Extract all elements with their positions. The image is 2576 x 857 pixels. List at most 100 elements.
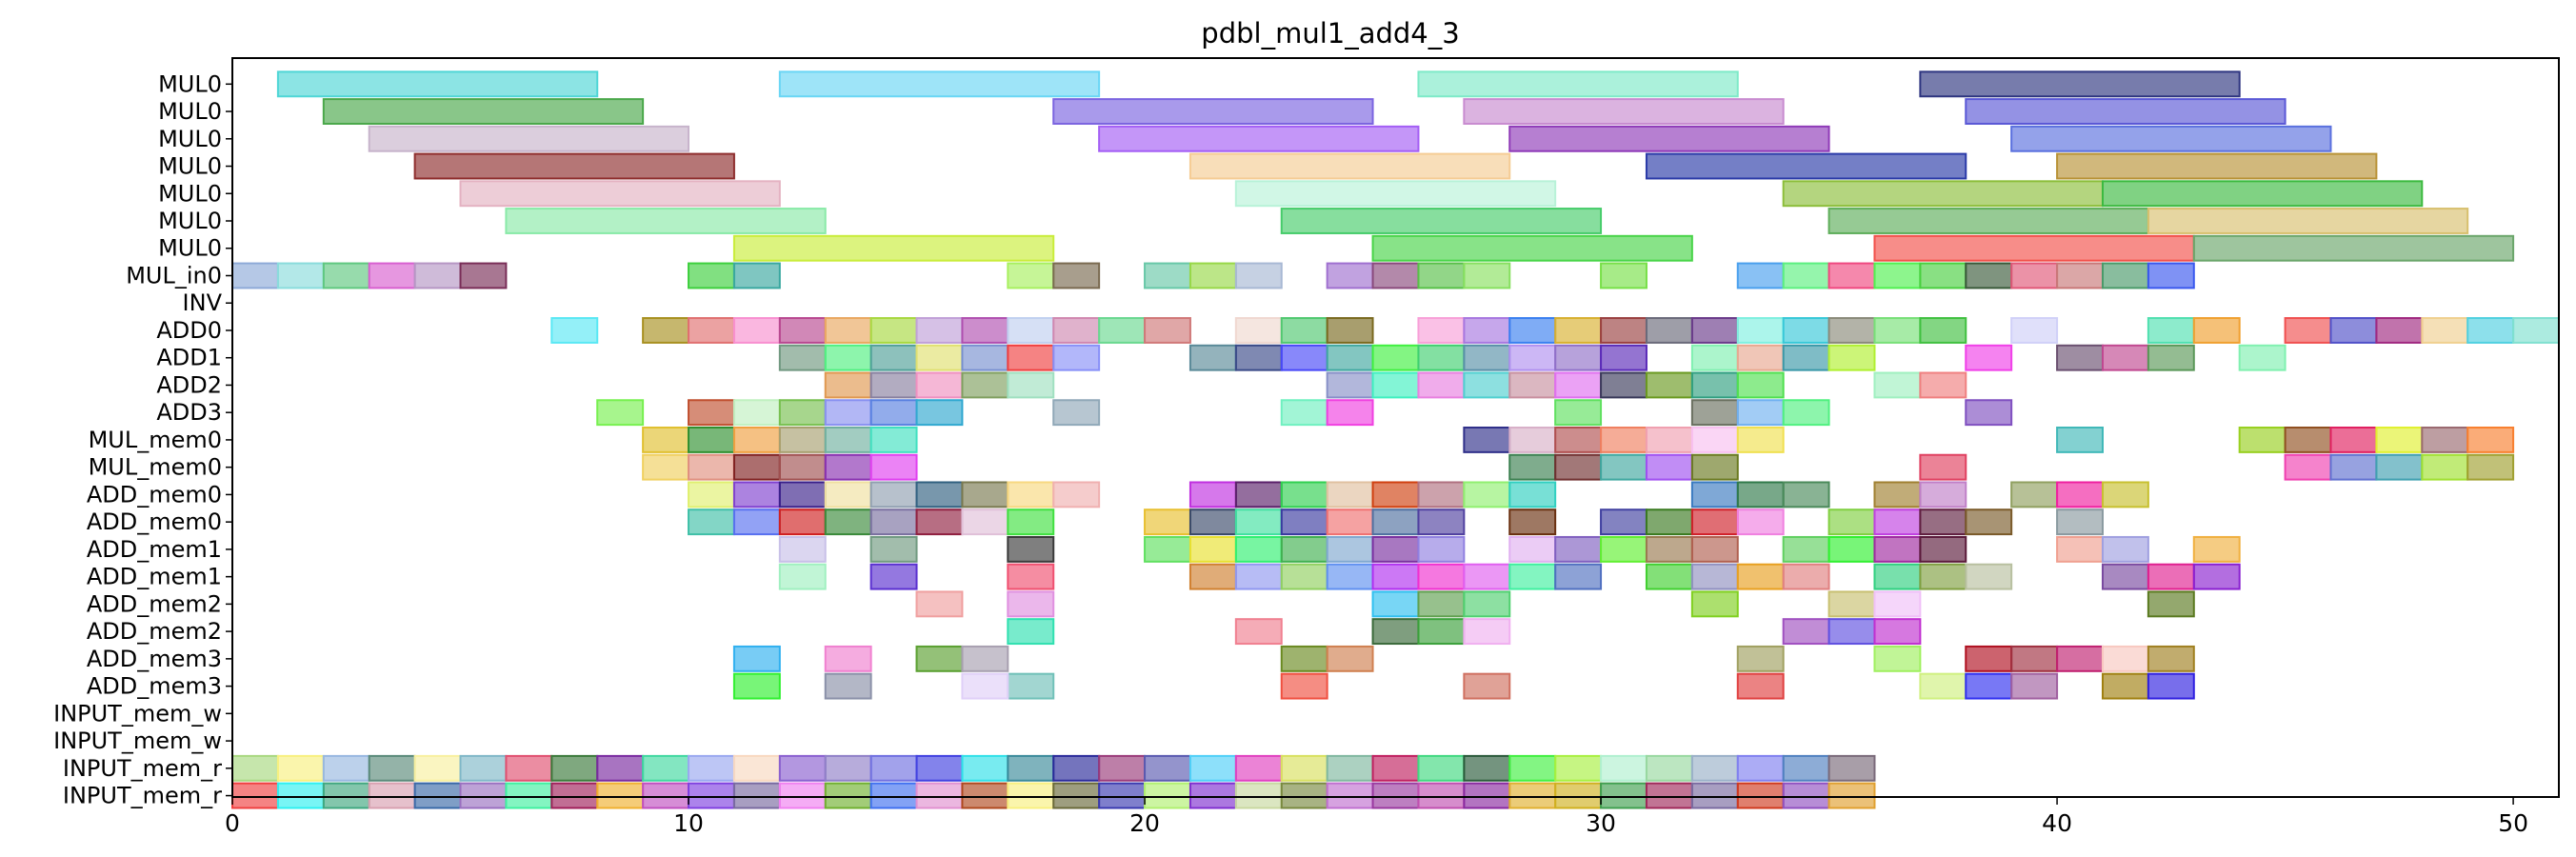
task-bar <box>1827 508 1876 536</box>
task-bar <box>2512 317 2561 344</box>
task-bar <box>1873 645 1922 672</box>
task-bar <box>778 70 1101 98</box>
task-bar <box>2284 317 2332 344</box>
task-bar <box>1827 344 1876 371</box>
task-bar <box>1736 508 1785 536</box>
task-bar <box>1371 234 1693 262</box>
x-tick-label: 0 <box>225 809 240 837</box>
task-bar <box>1919 508 1967 536</box>
task-bar <box>2056 152 2378 180</box>
task-bar <box>1919 317 1967 344</box>
task-bar <box>322 262 370 289</box>
task-bar <box>2056 427 2104 453</box>
task-bar <box>642 453 690 481</box>
task-bar <box>1371 782 1420 809</box>
task-bar <box>869 508 918 536</box>
task-bar <box>231 754 279 782</box>
task-bar <box>550 782 599 809</box>
task-bar <box>2056 344 2104 371</box>
task-bar <box>1007 371 1055 399</box>
task-bar <box>2466 427 2515 453</box>
task-bar <box>368 782 416 809</box>
task-bar <box>1417 590 1466 618</box>
task-bar <box>1600 453 1647 481</box>
task-bar <box>1827 618 1876 646</box>
task-bar <box>1919 70 2241 98</box>
task-bar <box>1326 563 1374 590</box>
task-bar <box>2329 453 2378 481</box>
task-bar <box>1463 371 1511 399</box>
task-bar <box>1827 590 1876 618</box>
task-bar <box>1965 508 2013 536</box>
task-bar <box>1508 535 1557 563</box>
task-bar <box>1508 754 1557 782</box>
task-bar <box>276 262 325 289</box>
task-bar <box>915 645 964 672</box>
task-bar <box>2238 344 2286 371</box>
task-bar <box>2056 481 2104 508</box>
task-bars <box>231 70 2561 809</box>
y-tick-label: MUL0 <box>158 70 222 97</box>
task-bar <box>732 672 781 700</box>
task-bar <box>1554 535 1603 563</box>
task-bar <box>1234 344 1283 371</box>
task-bar <box>2101 180 2424 208</box>
task-bar <box>1188 481 1237 508</box>
task-bar <box>2421 317 2469 344</box>
task-bar <box>1873 371 1922 399</box>
task-bar <box>1326 262 1374 289</box>
y-tick-label: MUL_mem0 <box>89 454 222 481</box>
task-bar <box>1827 317 1876 344</box>
task-bar <box>824 645 872 672</box>
task-bar <box>1371 535 1420 563</box>
task-bar <box>778 508 827 536</box>
task-bar <box>2147 645 2195 672</box>
task-bar <box>1007 563 1055 590</box>
task-bar <box>1554 427 1603 453</box>
task-bar <box>1965 672 2013 700</box>
task-bar <box>1690 453 1739 481</box>
task-bar <box>1007 481 1055 508</box>
task-bar <box>1782 344 1830 371</box>
y-tick-label: INPUT_mem_w <box>53 727 222 754</box>
y-tick-label: ADD_mem1 <box>87 536 222 563</box>
task-bar <box>2421 427 2469 453</box>
task-bar <box>961 754 1009 782</box>
task-bar <box>1417 70 1739 98</box>
task-bar <box>1690 535 1739 563</box>
task-bar <box>1007 754 1055 782</box>
task-bar <box>824 481 872 508</box>
task-bar <box>688 262 735 289</box>
task-bar <box>1371 262 1420 289</box>
task-bar <box>1326 782 1374 809</box>
task-bar <box>1234 563 1283 590</box>
task-bar <box>1645 453 1693 481</box>
task-bar <box>824 371 872 399</box>
task-bar <box>1234 618 1283 646</box>
task-bar <box>1736 481 1785 508</box>
task-bar <box>413 782 462 809</box>
task-bar <box>688 453 735 481</box>
task-bar <box>2284 427 2332 453</box>
task-bar <box>2147 344 2195 371</box>
task-bar <box>1417 317 1466 344</box>
task-bar <box>1919 563 1967 590</box>
task-bar <box>1690 344 1739 371</box>
task-bar <box>1188 262 1237 289</box>
task-bar <box>642 754 690 782</box>
task-bar <box>1417 535 1466 563</box>
task-bar <box>1919 535 1967 563</box>
task-bar <box>961 508 1009 536</box>
task-bar <box>1965 344 2013 371</box>
y-tick-label: INPUT_mem_r <box>63 755 222 782</box>
task-bar <box>1827 782 1876 809</box>
task-bar <box>1965 98 2286 125</box>
task-bar <box>2192 563 2241 590</box>
task-bar <box>732 234 1055 262</box>
task-bar <box>1827 262 1876 289</box>
task-bar <box>1326 645 1374 672</box>
task-bar <box>778 481 827 508</box>
task-bar <box>732 782 781 809</box>
task-bar <box>1326 481 1374 508</box>
